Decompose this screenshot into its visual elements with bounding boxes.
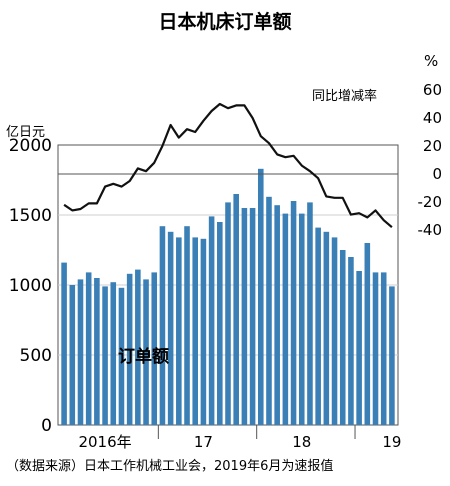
yoy-rate-line (63, 102, 393, 229)
bar (94, 278, 100, 425)
x-tick-label: 19 (382, 433, 401, 451)
bar (126, 273, 133, 425)
bar (249, 208, 256, 425)
left-tick-label: 2000 (9, 136, 52, 156)
bar (364, 243, 371, 425)
x-tick-label: 2016年 (78, 433, 131, 451)
bar (118, 287, 125, 425)
bar (208, 216, 215, 425)
bar (241, 208, 248, 425)
bar-series-label: 订单额 (118, 346, 169, 367)
line-series-label: 同比增减率 (312, 88, 377, 104)
bar (143, 279, 149, 425)
bar (356, 271, 362, 425)
bar (266, 196, 272, 425)
left-tick-label: 500 (20, 346, 52, 366)
bar (323, 231, 330, 425)
right-tick-label: -40 (418, 221, 443, 239)
bar (331, 237, 338, 425)
x-tick-label: 17 (194, 433, 213, 451)
bar (159, 226, 166, 425)
bar (184, 226, 190, 425)
bar (217, 222, 223, 425)
bar (110, 282, 117, 425)
bar (176, 237, 182, 425)
bar (200, 238, 207, 425)
bar (102, 286, 108, 425)
bar (233, 194, 239, 425)
right-axis-unit: % (424, 52, 438, 70)
right-tick-label: 40 (423, 109, 442, 127)
bar (225, 202, 231, 425)
right-tick-label: -20 (418, 193, 443, 211)
bar (315, 227, 321, 425)
bar (282, 213, 289, 425)
left-axis-unit: 亿日元 (6, 125, 45, 140)
x-tick-label: 18 (292, 433, 311, 451)
bar (348, 257, 354, 425)
right-tick-label: 60 (423, 81, 442, 99)
bar (274, 205, 280, 425)
source-note: （数据来源）日本工作机械工业会，2019年6月为速报值 (6, 458, 333, 474)
bar (192, 237, 199, 425)
bar (298, 213, 305, 425)
bar (307, 202, 313, 425)
chart-title: 日本机床订单额 (158, 10, 291, 33)
right-tick-label: 0 (432, 165, 442, 183)
bar (257, 168, 264, 426)
left-tick-label: 0 (41, 416, 52, 436)
bar (380, 272, 387, 425)
bar (135, 269, 141, 425)
bar (167, 231, 174, 425)
bar (290, 201, 297, 425)
right-tick-label: 20 (423, 137, 442, 155)
bar (85, 272, 92, 425)
bar (77, 279, 84, 425)
bar (69, 285, 76, 425)
bar (372, 272, 379, 425)
bar (151, 272, 158, 425)
left-tick-label: 1500 (9, 206, 52, 226)
bar (61, 262, 67, 425)
left-tick-label: 1000 (9, 276, 52, 296)
bar (339, 250, 346, 425)
bar (389, 286, 395, 425)
